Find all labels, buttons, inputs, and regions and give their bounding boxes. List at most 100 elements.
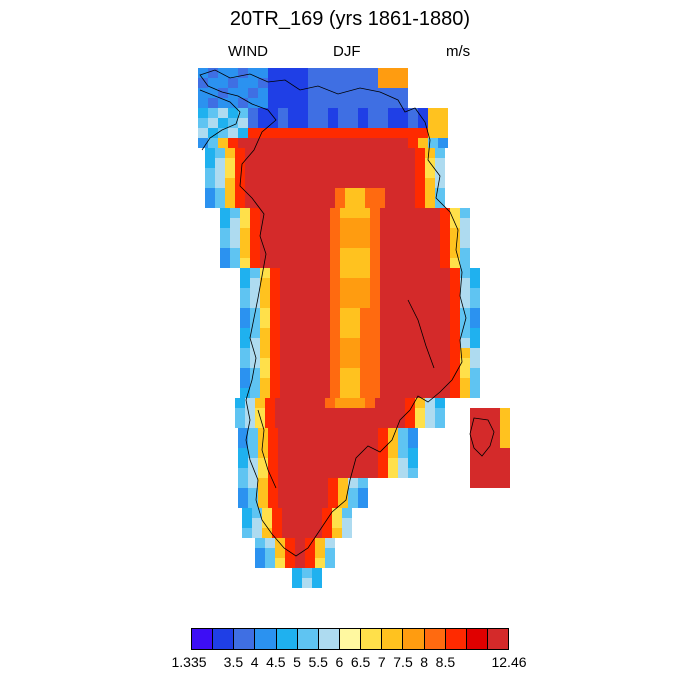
grid-cell: [438, 118, 448, 128]
grid-cell: [268, 468, 278, 478]
grid-cell: [440, 358, 450, 368]
grid-cell: [340, 378, 350, 388]
grid-cell: [268, 68, 278, 78]
grid-cell: [225, 148, 235, 158]
grid-cell: [308, 438, 318, 448]
grid-cell: [450, 208, 460, 218]
grid-cell: [450, 228, 460, 238]
grid-cell: [440, 298, 450, 308]
grid-cell: [240, 208, 250, 218]
grid-cell: [380, 338, 390, 348]
grid-cell: [400, 338, 410, 348]
grid-cell: [338, 68, 348, 78]
grid-cell: [295, 178, 305, 188]
grid-cell: [205, 198, 215, 208]
grid-cell: [220, 238, 230, 248]
grid-cell: [240, 318, 250, 328]
grid-cell: [378, 108, 388, 118]
grid-cell: [310, 308, 320, 318]
grid-cell: [298, 498, 308, 508]
grid-cell: [288, 78, 298, 88]
grid-cell: [220, 208, 230, 218]
grid-cell: [460, 358, 470, 368]
grid-cell: [460, 288, 470, 298]
grid-cell: [275, 188, 285, 198]
grid-cell: [240, 288, 250, 298]
grid-cell: [290, 338, 300, 348]
grid-cell: [415, 198, 425, 208]
grid-cell: [295, 158, 305, 168]
grid-cell: [398, 98, 408, 108]
grid-cell: [420, 298, 430, 308]
grid-cell: [198, 118, 208, 128]
grid-cell: [270, 328, 280, 338]
grid-cell: [258, 468, 268, 478]
grid-cell: [285, 548, 295, 558]
grid-cell: [318, 88, 328, 98]
grid-cell: [438, 128, 448, 138]
grid-cell: [280, 248, 290, 258]
grid-cell: [355, 168, 365, 178]
grid-cell: [248, 68, 258, 78]
grid-cell: [345, 148, 355, 158]
grid-cell: [330, 358, 340, 368]
grid-cell: [330, 318, 340, 328]
grid-cell: [370, 238, 380, 248]
grid-cell: [370, 258, 380, 268]
grid-cell: [435, 168, 445, 178]
grid-cell: [320, 348, 330, 358]
grid-cell: [340, 338, 350, 348]
grid-cell: [378, 68, 388, 78]
grid-cell: [258, 458, 268, 468]
grid-cell: [370, 388, 380, 398]
grid-cell: [390, 308, 400, 318]
grid-cell: [400, 348, 410, 358]
grid-cell: [308, 78, 318, 88]
grid-cell: [418, 108, 428, 118]
grid-cell: [360, 258, 370, 268]
grid-cell: [250, 298, 260, 308]
grid-cell: [500, 468, 510, 478]
grid-cell: [305, 408, 315, 418]
grid-cell: [350, 318, 360, 328]
grid-cell: [285, 558, 295, 568]
grid-cell: [260, 348, 270, 358]
grid-cell: [375, 188, 385, 198]
grid-cell: [305, 538, 315, 548]
grid-cell: [225, 188, 235, 198]
grid-cell: [250, 388, 260, 398]
grid-cell: [345, 188, 355, 198]
grid-cell: [265, 188, 275, 198]
grid-cell: [395, 158, 405, 168]
grid-cell: [240, 218, 250, 228]
grid-cell: [228, 138, 238, 148]
grid-cell: [450, 378, 460, 388]
grid-cell: [290, 358, 300, 368]
grid-cell: [390, 348, 400, 358]
grid-cell: [320, 278, 330, 288]
grid-cell: [295, 188, 305, 198]
grid-cell: [295, 168, 305, 178]
grid-cell: [325, 178, 335, 188]
grid-cell: [215, 198, 225, 208]
grid-cell: [228, 68, 238, 78]
grid-cell: [310, 298, 320, 308]
grid-cell: [228, 128, 238, 138]
grid-cell: [400, 378, 410, 388]
grid-cell: [460, 228, 470, 238]
grid-cell: [470, 458, 480, 468]
grid-cell: [230, 258, 240, 268]
grid-cell: [470, 338, 480, 348]
grid-cell: [340, 388, 350, 398]
grid-cell: [312, 578, 322, 588]
grid-cell: [318, 438, 328, 448]
grid-cell: [208, 118, 218, 128]
grid-cell: [218, 68, 228, 78]
grid-cell: [258, 488, 268, 498]
grid-cell: [250, 328, 260, 338]
grid-cell: [228, 98, 238, 108]
grid-cell: [230, 218, 240, 228]
grid-cell: [300, 268, 310, 278]
grid-cell: [400, 208, 410, 218]
grid-cell: [228, 118, 238, 128]
